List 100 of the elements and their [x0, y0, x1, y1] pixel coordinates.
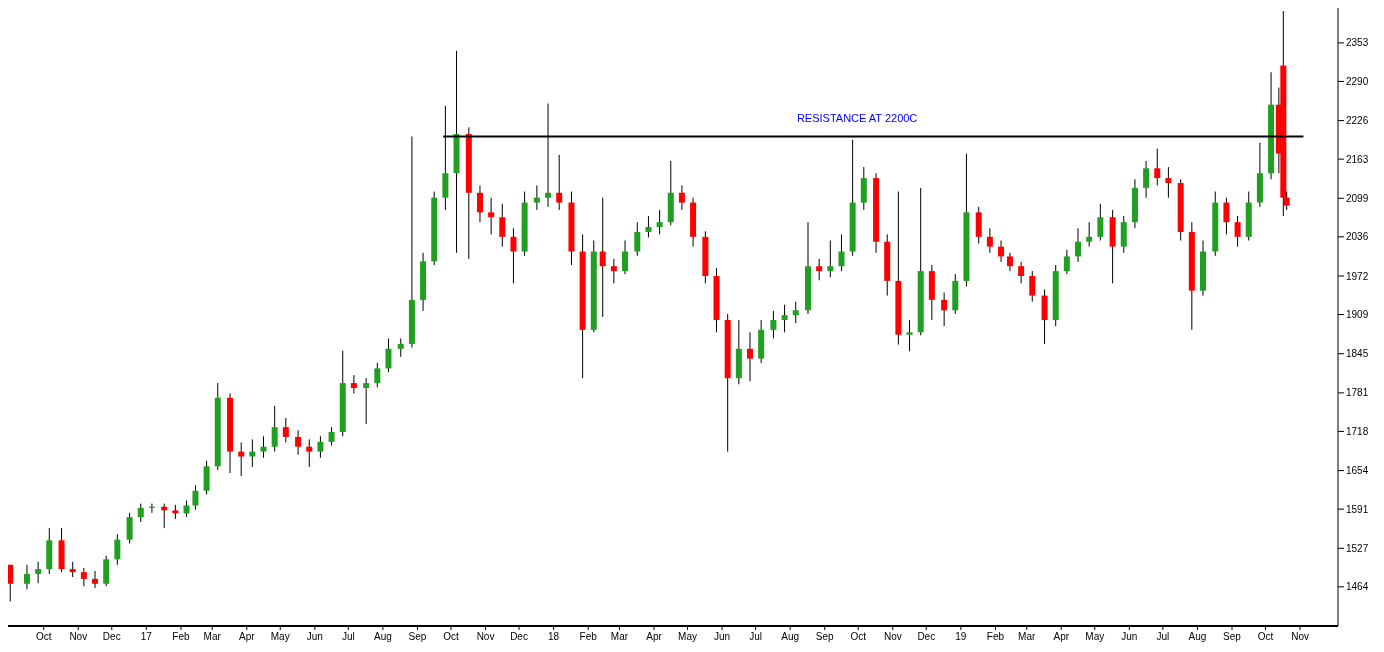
y-tick-label: 2036: [1346, 231, 1369, 243]
candlestick: [92, 570, 99, 589]
candlestick: [8, 564, 14, 603]
candlestick: [374, 362, 381, 388]
candlestick: [1154, 148, 1161, 186]
candlestick: [1075, 227, 1082, 263]
candlestick: [792, 301, 799, 324]
x-tick-label: Apr: [1053, 631, 1070, 642]
candlestick: [610, 258, 617, 284]
candlestick: [249, 438, 256, 468]
x-tick-label: Oct: [35, 631, 52, 642]
x-tick-label: 18: [548, 631, 560, 642]
x-tick-label: Nov: [476, 631, 495, 642]
candlestick: [23, 564, 30, 590]
candlestick: [622, 240, 629, 275]
candlestick: [656, 209, 663, 235]
candlestick: [397, 337, 404, 358]
x-tick-label: Jun: [306, 631, 323, 642]
x-tick-label: Apr: [238, 631, 256, 642]
x-tick-label: Feb: [172, 631, 190, 642]
candlestick: [1029, 270, 1036, 303]
y-tick-label: 1718: [1346, 425, 1369, 437]
candlestick: [599, 197, 606, 318]
x-tick-label: Jul: [341, 631, 355, 642]
candlestick: [350, 374, 357, 394]
y-tick-label: 1845: [1346, 348, 1369, 360]
x-tick-label: May: [270, 631, 290, 642]
x-tick-label: Sep: [408, 631, 427, 642]
candlestick: [35, 561, 42, 584]
candlestick: [906, 319, 913, 352]
candlestick: [816, 258, 823, 281]
candlestick: [137, 503, 144, 523]
candlestick: [1086, 221, 1093, 248]
candlestick: [306, 438, 313, 468]
x-tick-label: Apr: [646, 631, 663, 642]
y-tick-label: 2163: [1346, 153, 1369, 165]
x-tick-label: Nov: [1291, 631, 1309, 642]
x-tick-label: Mar: [610, 631, 629, 642]
candlestick: [533, 184, 540, 211]
x-tick-label: Oct: [850, 631, 867, 642]
x-tick-label: Feb: [579, 631, 598, 642]
candlestick: [1165, 166, 1172, 199]
y-tick-label: 1909: [1346, 309, 1369, 321]
candlestick: [317, 435, 324, 459]
candlestick: [260, 435, 267, 459]
candlestick: [295, 429, 302, 456]
candlestick: [1097, 203, 1104, 242]
x-tick-label: May: [678, 631, 697, 642]
candlestick: [488, 197, 495, 235]
x-tick-label: 19: [955, 631, 967, 642]
x-tick-label: Nov: [69, 631, 88, 642]
candlestick: [80, 567, 87, 587]
candlestick: [1143, 160, 1150, 199]
candlestick: [941, 292, 948, 327]
y-tick-label: 2226: [1346, 115, 1369, 127]
x-tick-label: Aug: [1188, 631, 1207, 642]
candlestick: [781, 304, 788, 333]
candlestick: [510, 227, 517, 284]
y-tick-label: 1972: [1346, 270, 1369, 282]
x-tick-label: Aug: [781, 631, 800, 642]
x-tick-label: May: [1085, 631, 1105, 642]
candlestick: [328, 426, 335, 446]
candlestick: [770, 310, 777, 339]
candlestick: [645, 215, 652, 238]
y-tick-label: 1591: [1346, 503, 1369, 515]
x-tick-label: Dec: [102, 631, 121, 642]
candlestick: [746, 331, 753, 382]
candlestick: [986, 227, 993, 254]
y-tick-label: 1464: [1346, 581, 1369, 593]
x-tick-label: Feb: [986, 631, 1005, 642]
candlestick: [838, 233, 845, 272]
x-tick-label: Jul: [749, 631, 762, 642]
x-tick-label: Jun: [714, 631, 731, 642]
y-tick-label: 2353: [1346, 37, 1369, 49]
candlestick: [385, 337, 392, 373]
candlestick: [1223, 197, 1230, 235]
candlestick: [363, 377, 370, 425]
x-tick-label: Nov: [883, 631, 902, 642]
y-tick-label: 2290: [1346, 75, 1369, 87]
x-tick-label: Mar: [203, 631, 222, 642]
annotation: RESISTANCE AT 2200C: [796, 112, 918, 125]
y-tick-label: 2099: [1346, 192, 1369, 204]
x-tick-label: Oct: [443, 631, 459, 642]
x-tick-label: Oct: [1257, 631, 1274, 642]
candlestick: [556, 154, 563, 211]
x-tick-label: Jun: [1121, 631, 1138, 642]
x-tick-label: 17: [140, 631, 153, 642]
candlestick: [1234, 215, 1241, 248]
candlestick: [1018, 261, 1025, 284]
candlestick: [1063, 249, 1070, 275]
candlestick: [114, 533, 121, 566]
x-tick-label: Dec: [510, 631, 528, 642]
candlestick: [192, 484, 199, 511]
x-tick-label: Dec: [917, 631, 936, 642]
candlestick: [271, 405, 278, 453]
candlestick: [678, 184, 685, 211]
x-tick-label: Jul: [1156, 631, 1170, 642]
candlestick: [827, 240, 834, 278]
x-tick-label: Aug: [374, 631, 392, 642]
candlestick: [1006, 252, 1013, 272]
